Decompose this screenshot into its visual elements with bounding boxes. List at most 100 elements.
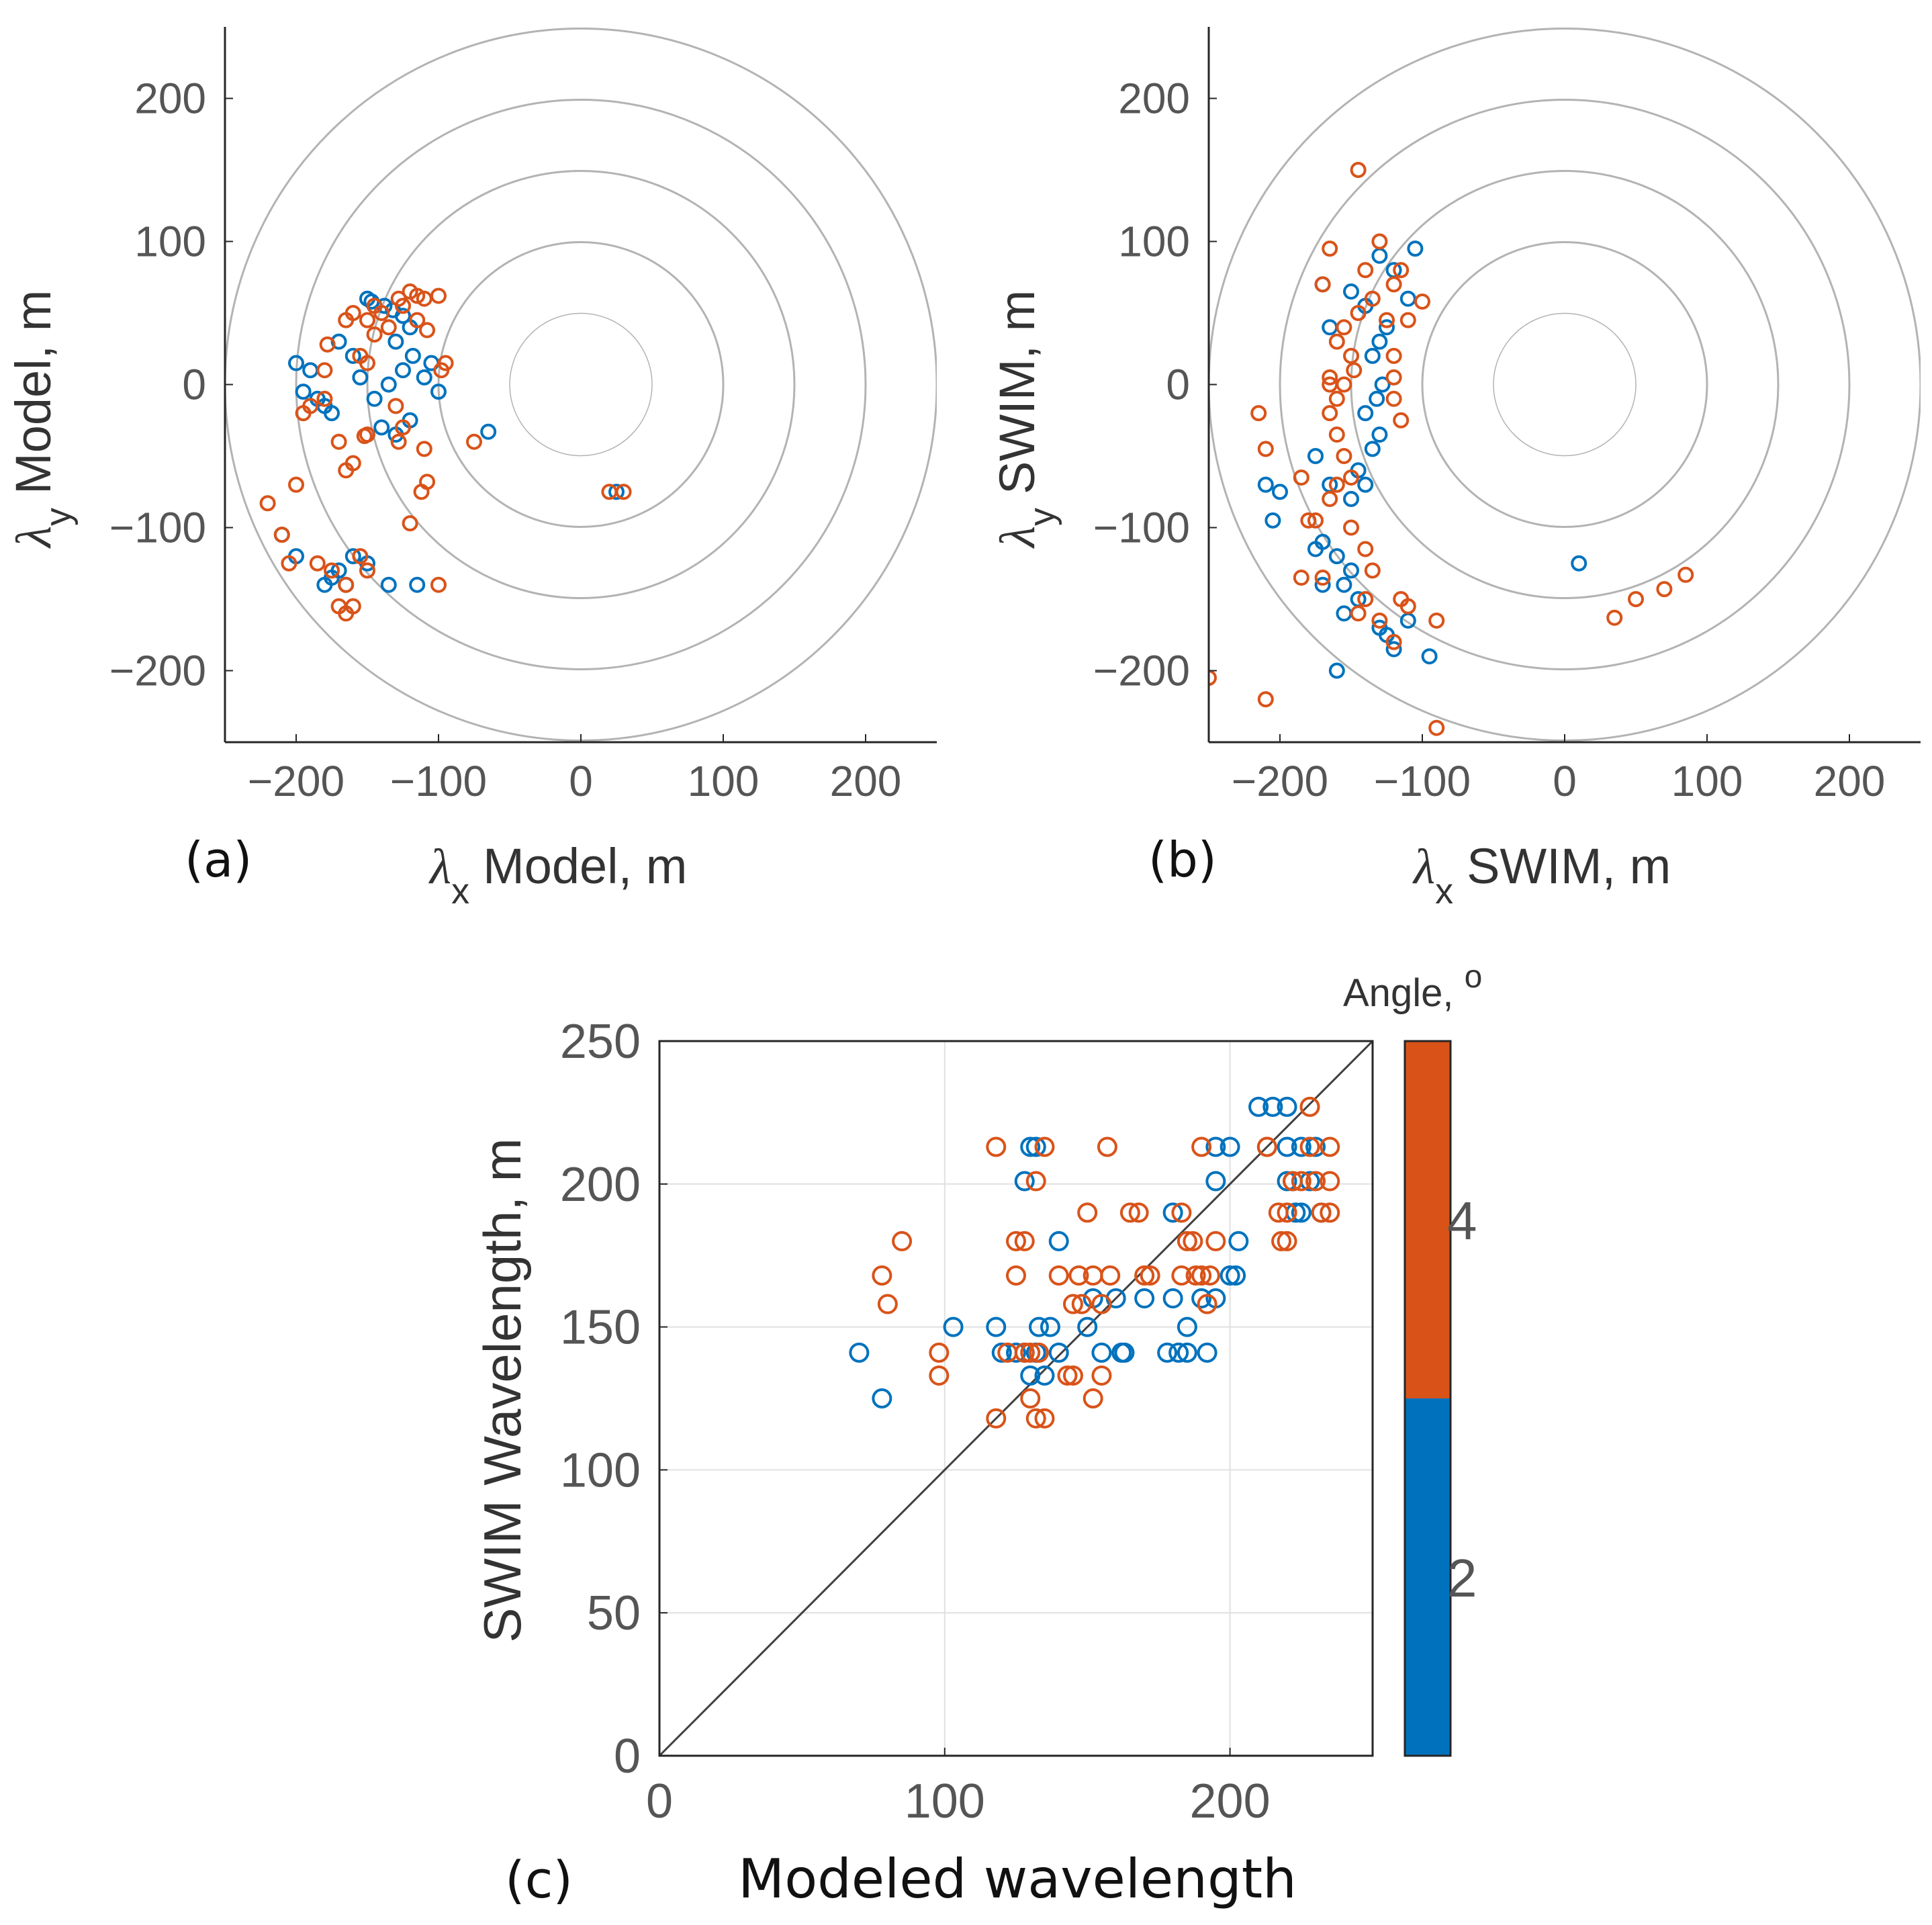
data-point-series-4 — [1020, 1388, 1041, 1408]
x-tick-label: 0 — [569, 757, 593, 805]
data-point-series-2 — [1307, 448, 1324, 464]
ring-150 — [366, 170, 796, 599]
data-point-series-2 — [1343, 562, 1359, 579]
data-point-series-4 — [1191, 1136, 1212, 1157]
data-point-series-4 — [1062, 1365, 1083, 1386]
data-point-series-4 — [409, 287, 426, 304]
data-point-series-4 — [929, 1365, 950, 1386]
data-point-series-4 — [1385, 390, 1402, 407]
data-point-series-4 — [1293, 469, 1309, 486]
data-point-series-4 — [1300, 512, 1317, 529]
y-tick-label: 250 — [560, 1015, 641, 1069]
data-point-series-4 — [1100, 1265, 1121, 1286]
data-point-series-4 — [1343, 519, 1359, 536]
data-point-series-2 — [344, 548, 361, 565]
data-point-series-2 — [295, 384, 312, 400]
data-point-series-4 — [402, 515, 418, 532]
data-point-series-4 — [395, 419, 411, 436]
data-point-series-2 — [1314, 576, 1331, 593]
data-point-series-4 — [309, 555, 326, 572]
data-point-series-4 — [1028, 1342, 1049, 1363]
data-point-series-4 — [1320, 1171, 1340, 1192]
data-point-series-4 — [390, 433, 407, 450]
data-point-series-4 — [1006, 1265, 1026, 1286]
y-tick-label: −200 — [1093, 647, 1190, 695]
data-point-series-2 — [1328, 662, 1345, 679]
data-point-series-2 — [1020, 1365, 1041, 1386]
data-point-series-4 — [1171, 1202, 1192, 1223]
data-point-series-4 — [1343, 347, 1359, 364]
data-point-series-4 — [419, 322, 436, 339]
data-point-series-2 — [1262, 1096, 1283, 1117]
data-point-series-4 — [1322, 376, 1338, 393]
data-point-series-4 — [1177, 1230, 1197, 1251]
data-point-series-4 — [430, 287, 447, 304]
data-point-series-4 — [1399, 598, 1416, 615]
data-point-series-2 — [1226, 1265, 1246, 1286]
data-point-series-2 — [1034, 1365, 1055, 1386]
ring-200 — [1279, 99, 1851, 670]
data-point-series-2 — [1162, 1288, 1183, 1309]
data-point-series-2 — [1205, 1136, 1226, 1157]
data-point-series-4 — [259, 495, 276, 512]
data-point-series-4 — [1399, 312, 1416, 328]
data-point-series-4 — [1183, 1230, 1203, 1251]
data-point-series-4 — [1025, 1408, 1046, 1429]
data-point-series-2 — [1277, 1096, 1297, 1117]
y-axis-label: λy SWIM, m — [989, 290, 1062, 549]
y-tick-label: −100 — [109, 504, 206, 552]
y-axis-label: SWIM Wavelength, m — [473, 1138, 532, 1642]
x-axis-label: λx Model, m — [428, 838, 687, 911]
colorbar-tick-2: 2 — [1447, 1548, 1477, 1608]
data-point-series-4 — [1322, 490, 1338, 507]
data-point-series-2 — [1048, 1342, 1069, 1363]
data-point-series-2 — [1328, 548, 1345, 565]
data-point-series-2 — [387, 333, 404, 350]
data-point-series-2 — [1364, 347, 1381, 364]
data-point-series-4 — [986, 1408, 1007, 1429]
data-point-series-2 — [380, 576, 397, 593]
data-point-series-4 — [359, 355, 375, 371]
data-point-series-2 — [608, 484, 625, 500]
data-point-series-4 — [929, 1342, 950, 1363]
data-point-series-4 — [601, 484, 618, 500]
data-point-series-2 — [324, 405, 340, 422]
data-point-series-2 — [1369, 390, 1385, 407]
data-point-series-2 — [1305, 1136, 1326, 1157]
x-axis-text: Model, m — [483, 838, 687, 894]
data-point-series-4 — [416, 441, 432, 457]
data-point-series-4 — [1197, 1294, 1217, 1314]
y-axis-symbol: λ — [7, 526, 62, 549]
data-point-series-4 — [1414, 293, 1430, 310]
data-point-series-4 — [1606, 609, 1623, 626]
y-tick-label: 200 — [1118, 75, 1190, 123]
data-point-series-2 — [1571, 555, 1588, 572]
data-point-series-4 — [295, 405, 312, 422]
data-point-series-2 — [373, 419, 390, 436]
x-tick-label: 200 — [1190, 1775, 1271, 1828]
data-point-series-4 — [1277, 1230, 1297, 1251]
y-axis-subscript: y — [38, 508, 79, 526]
data-point-series-2 — [1091, 1342, 1112, 1363]
x-axis-symbol: λ — [428, 840, 451, 895]
identity-line — [658, 1040, 1374, 1757]
data-point-series-4 — [1268, 1202, 1289, 1223]
data-point-series-4 — [338, 462, 355, 479]
data-point-series-4 — [1068, 1265, 1089, 1286]
data-point-series-2 — [376, 298, 393, 314]
data-point-series-4 — [986, 1136, 1007, 1157]
y-axis-subscript: y — [1022, 508, 1062, 526]
x-axis-label: Modeled wavelength — [738, 1848, 1297, 1910]
data-point-series-4 — [319, 336, 336, 353]
data-point-series-4 — [1271, 1230, 1292, 1251]
y-tick-label: 100 — [560, 1443, 641, 1497]
data-point-series-4 — [1322, 369, 1338, 386]
y-tick-label: 0 — [182, 361, 206, 409]
data-point-series-4 — [330, 598, 347, 615]
data-point-series-2 — [1336, 576, 1352, 593]
data-point-series-4 — [1320, 1136, 1340, 1157]
data-point-series-4 — [1293, 570, 1309, 586]
colorbar-segment-2 — [1405, 1398, 1451, 1756]
x-tick-label: 100 — [688, 757, 760, 805]
